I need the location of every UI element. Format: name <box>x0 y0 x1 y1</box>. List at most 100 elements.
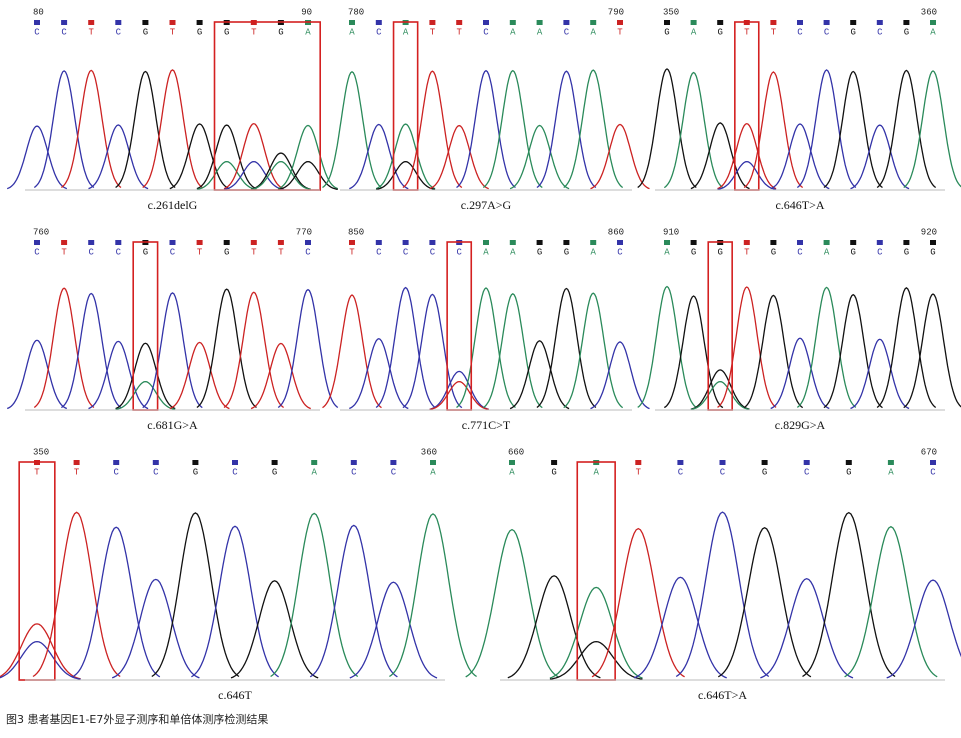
base-marker <box>349 20 355 25</box>
base-letter: C <box>34 27 40 37</box>
base-marker <box>876 240 883 245</box>
base-marker <box>536 20 543 25</box>
base-letter: T <box>278 247 284 257</box>
peak <box>563 292 624 409</box>
base-letter: C <box>376 247 382 257</box>
position-start: 350 <box>663 7 679 17</box>
peak <box>429 380 489 411</box>
base-marker <box>664 240 670 245</box>
position-start: 850 <box>348 227 364 237</box>
base-letter: C <box>564 27 570 37</box>
base-letter: G <box>850 27 855 37</box>
peak <box>322 294 382 409</box>
peak <box>402 293 463 409</box>
peak <box>375 286 436 409</box>
base-letter: C <box>617 247 623 257</box>
base-marker <box>887 460 894 465</box>
base-letter: G <box>197 27 202 37</box>
peak <box>88 340 149 410</box>
base-letter: C <box>170 247 176 257</box>
base-letter: C <box>797 27 803 37</box>
base-marker <box>483 20 489 25</box>
base-marker <box>509 20 516 25</box>
base-letter: A <box>664 247 670 257</box>
base-letter: C <box>403 247 409 257</box>
peak <box>115 70 176 189</box>
peak <box>196 160 257 191</box>
base-letter: A <box>349 27 355 37</box>
base-marker <box>850 240 857 245</box>
peak <box>850 338 910 410</box>
base-marker <box>152 460 159 465</box>
base-letter: T <box>771 27 777 37</box>
peak <box>250 152 311 190</box>
peak <box>633 576 727 679</box>
peak <box>223 160 284 191</box>
peak <box>903 70 961 189</box>
peak <box>509 340 570 410</box>
base-letter: A <box>930 27 936 37</box>
base-letter: A <box>483 247 489 257</box>
peak <box>429 370 489 410</box>
caption: 图3 患者基因E1-E7外显子测序和单倍体测序检测结果 <box>6 712 268 726</box>
peak <box>278 160 338 191</box>
peak <box>717 526 812 678</box>
base-letter: G <box>930 247 935 257</box>
base-marker <box>88 240 95 245</box>
peak <box>191 525 279 678</box>
peak <box>844 525 938 678</box>
peak <box>509 124 570 190</box>
base-letter: C <box>391 467 397 477</box>
base-marker <box>223 240 230 245</box>
peak <box>251 160 311 191</box>
base-marker <box>563 20 570 25</box>
base-letter: C <box>88 247 94 257</box>
base-letter: T <box>34 467 40 477</box>
peak <box>536 70 597 189</box>
base-letter: C <box>483 27 489 37</box>
base-marker <box>192 460 199 465</box>
base-marker <box>536 240 543 245</box>
peak <box>142 292 203 409</box>
base-marker <box>590 240 597 245</box>
base-marker <box>429 240 436 245</box>
base-letter: G <box>691 247 696 257</box>
peak <box>277 124 339 190</box>
position-end: 360 <box>421 447 437 457</box>
base-marker <box>430 460 436 465</box>
base-letter: T <box>636 467 642 477</box>
peak <box>456 287 516 409</box>
peak <box>250 342 311 410</box>
base-letter: G <box>904 27 909 37</box>
panel-label: c.646T>A <box>698 688 747 702</box>
base-letter: G <box>717 247 722 257</box>
base-marker <box>34 20 40 25</box>
base-letter: G <box>904 247 909 257</box>
base-letter: C <box>116 247 122 257</box>
base-marker <box>803 460 810 465</box>
base-letter: C <box>804 467 810 477</box>
peak <box>690 380 750 411</box>
peak <box>115 342 176 410</box>
base-marker <box>690 20 697 25</box>
base-letter: C <box>877 27 883 37</box>
peak <box>111 578 200 679</box>
base-letter: C <box>232 467 238 477</box>
peak <box>33 70 95 189</box>
base-marker <box>456 20 463 25</box>
base-marker <box>563 240 570 245</box>
base-letter: C <box>153 467 159 477</box>
base-letter: A <box>691 27 697 37</box>
base-marker <box>169 240 176 245</box>
position-end: 670 <box>921 447 937 457</box>
peak <box>717 160 777 191</box>
peak <box>349 123 409 190</box>
base-marker <box>429 20 436 25</box>
base-letter: T <box>251 247 257 257</box>
peak <box>115 380 176 411</box>
peak <box>33 287 95 408</box>
base-letter: G <box>193 467 198 477</box>
base-marker <box>850 20 857 25</box>
panel-label: c.261delG <box>148 198 198 212</box>
panel-label: c.646T <box>218 688 252 702</box>
